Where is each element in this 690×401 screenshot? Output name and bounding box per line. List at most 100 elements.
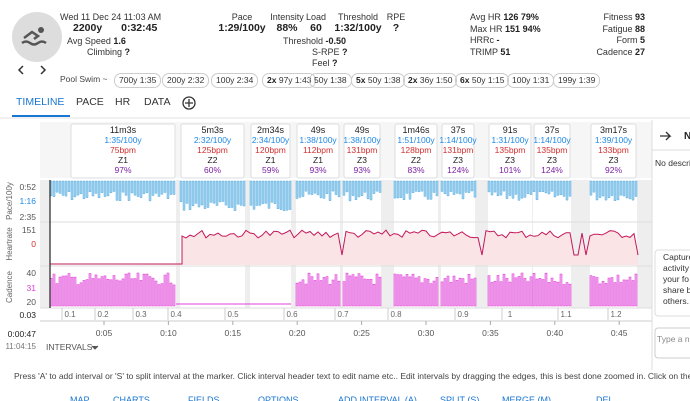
interval-hr: 131bpm	[347, 145, 378, 155]
text: DEL	[596, 395, 614, 401]
side-description: No descri	[655, 158, 690, 168]
interval-pace: 1:38/100y	[299, 135, 337, 145]
text-part: 50y 1:38	[314, 75, 347, 85]
interval-zone: Z1	[313, 155, 323, 165]
segment-pill[interactable]: 100y 1:31	[507, 73, 555, 88]
text: 88%	[276, 22, 298, 34]
text-part: 88	[634, 23, 645, 34]
cadence-tick: 40	[27, 268, 37, 278]
text-part: 2x	[267, 75, 277, 85]
interval-intensity: 93%	[309, 165, 326, 175]
interval-pace: 1:39/100y	[595, 135, 633, 145]
add-tab-plus	[185, 99, 193, 107]
interval-duration: 3m17s	[600, 125, 628, 135]
text-part: 27	[634, 46, 645, 57]
tab[interactable]: HR	[115, 96, 131, 108]
text-part: 50y 1:15	[471, 75, 505, 85]
text: 1:29/100y	[218, 22, 266, 34]
lap-label: 0.6	[286, 310, 298, 319]
interval-hr: 125bpm	[197, 145, 228, 155]
interval-header	[590, 123, 637, 179]
text-part: 100y 2:34	[216, 75, 254, 85]
segment-pill[interactable]: 100y 2:34	[211, 73, 259, 88]
interval-hr: 135bpm	[537, 145, 568, 155]
text: Wed 11 Dec 24 11:03 AM	[60, 12, 161, 23]
interval-zone: Z3	[505, 155, 515, 165]
segment-pill[interactable]: 2x 36y 1:50	[403, 73, 458, 88]
time-tick-label: 0:10	[160, 328, 177, 338]
hr-tick: 0	[31, 239, 36, 249]
interval-duration: 37s	[451, 125, 466, 135]
interval-header	[488, 123, 532, 179]
interval-pace: 2:32/100y	[194, 135, 232, 145]
text: RPE	[386, 12, 406, 22]
text-part: 79%	[520, 12, 539, 22]
text-part: TRIMP	[470, 46, 498, 57]
interval-pace: 1:31/100y	[491, 135, 529, 145]
text: Climbing ?	[87, 47, 130, 58]
text-part: 6x	[460, 75, 470, 85]
segment-pill[interactable]: 700y 1:35	[114, 73, 162, 88]
segment-pill[interactable]: 2x 97y 1:43	[262, 73, 317, 88]
side-arrow[interactable]	[660, 131, 672, 141]
interval-duration: 37s	[545, 125, 560, 135]
swimmer-head	[38, 27, 44, 33]
segment-pill[interactable]: 6x 50y 1:15	[455, 73, 510, 88]
lap-label: 0.8	[390, 310, 402, 319]
interval-zone: Z1	[266, 155, 276, 165]
text: FIELDS	[188, 395, 220, 401]
text-part: 5x	[356, 75, 366, 85]
cursor-distance: 0.03	[19, 310, 36, 320]
text-part: 51	[500, 46, 511, 57]
side-title: N	[684, 131, 690, 142]
segment-pill[interactable]: 199y 1:39	[553, 73, 601, 88]
tab[interactable]: TIMELINE	[16, 96, 65, 108]
interval-zone: Z2	[411, 155, 421, 165]
nav-arrows[interactable]	[17, 65, 47, 75]
rest-band	[40, 180, 50, 308]
interval-header	[180, 123, 245, 179]
segment-pill[interactable]: 200y 2:32	[162, 73, 210, 88]
interval-duration: 1m46s	[402, 125, 430, 135]
text-part: 11:03 AM	[123, 12, 162, 22]
add-tab[interactable]	[182, 96, 196, 110]
text: S-RPE ?	[312, 47, 348, 58]
interval-pace: 2:34/100y	[252, 135, 290, 145]
side-prompt: Capture	[663, 252, 690, 262]
text: MERGE (M)	[502, 395, 551, 401]
cadence-tick: 31	[27, 283, 37, 293]
text-part: 0:32:45	[121, 22, 158, 34]
text: Threshold	[337, 12, 379, 22]
lap-label: 1	[508, 310, 513, 319]
text: Avg HR 126 79%	[470, 12, 539, 23]
interval-intensity: 83%	[407, 165, 424, 175]
tab[interactable]: DATA	[144, 96, 171, 108]
time-tick-label: 0:05	[96, 328, 113, 338]
segment-pill[interactable]: 50y 1:38	[309, 73, 352, 88]
tab[interactable]: PACE	[76, 96, 104, 108]
segment-pill[interactable]: 5x 50y 1:38	[351, 73, 406, 88]
text: SPLIT (S)	[440, 395, 480, 401]
text-part: 93	[634, 12, 645, 22]
text-part: 126	[503, 12, 519, 22]
text: Load	[305, 12, 327, 22]
text-part: 94%	[522, 23, 541, 34]
comment-input[interactable]	[654, 327, 690, 359]
text-part: -	[496, 35, 500, 45]
text-part: 50y 1:38	[367, 75, 401, 85]
interval-duration: 49s	[355, 125, 370, 135]
text: Max HR 151 94%	[470, 24, 541, 35]
text: ?	[392, 22, 400, 34]
interval-intensity: 59%	[262, 165, 279, 175]
text-part: 100y 1:31	[512, 75, 550, 85]
text-part: Max HR	[470, 23, 503, 34]
interval-header	[250, 123, 291, 179]
interval-zone: Z3	[609, 155, 619, 165]
text: MAP	[70, 395, 90, 401]
interval-duration: 49s	[311, 125, 326, 135]
text-part: S-RPE	[312, 47, 340, 57]
interval-intensity: 92%	[605, 165, 622, 175]
lap-label: 0.9	[457, 310, 469, 319]
text-part: 700y 1:35	[119, 75, 157, 85]
